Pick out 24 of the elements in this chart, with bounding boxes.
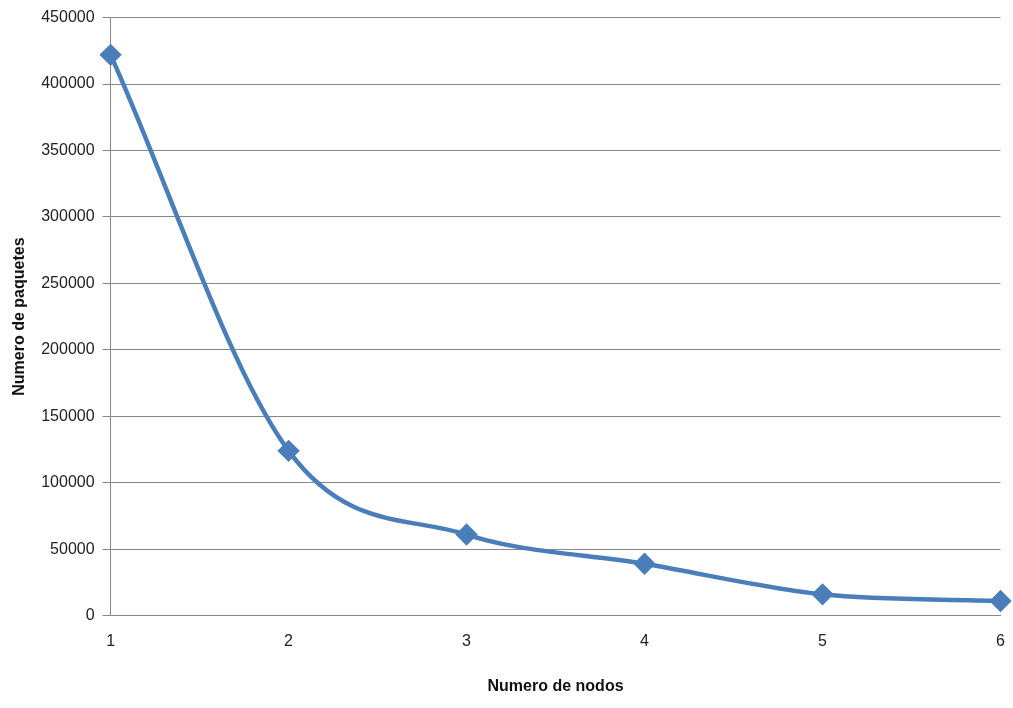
y-axis-title: Numero de paquetes <box>10 237 28 396</box>
x-tick-label: 5 <box>818 631 828 649</box>
y-tick-label: 50000 <box>50 539 95 557</box>
y-tick-label: 0 <box>85 606 95 624</box>
y-tick-label: 200000 <box>41 340 95 358</box>
y-tick-label: 300000 <box>41 207 95 225</box>
x-tick-label: 3 <box>462 631 472 649</box>
y-tick-label: 100000 <box>41 473 95 491</box>
point <box>634 553 655 575</box>
point <box>100 44 121 66</box>
point <box>990 590 1011 612</box>
x-tick-label: 4 <box>640 631 650 649</box>
x-axis-title: Numero de nodos <box>487 676 624 694</box>
point <box>278 440 299 462</box>
x-tick-label: 2 <box>284 631 294 649</box>
x-tick-label: 6 <box>996 631 1006 649</box>
y-tick-label: 150000 <box>41 406 95 424</box>
y-tick-label: 400000 <box>41 74 95 92</box>
x-tick-label: 1 <box>106 631 116 649</box>
point <box>812 584 833 605</box>
y-tick-label: 450000 <box>41 8 95 26</box>
y-tick-label: 250000 <box>41 273 95 291</box>
point <box>456 524 477 545</box>
y-tick-label: 350000 <box>41 140 95 158</box>
